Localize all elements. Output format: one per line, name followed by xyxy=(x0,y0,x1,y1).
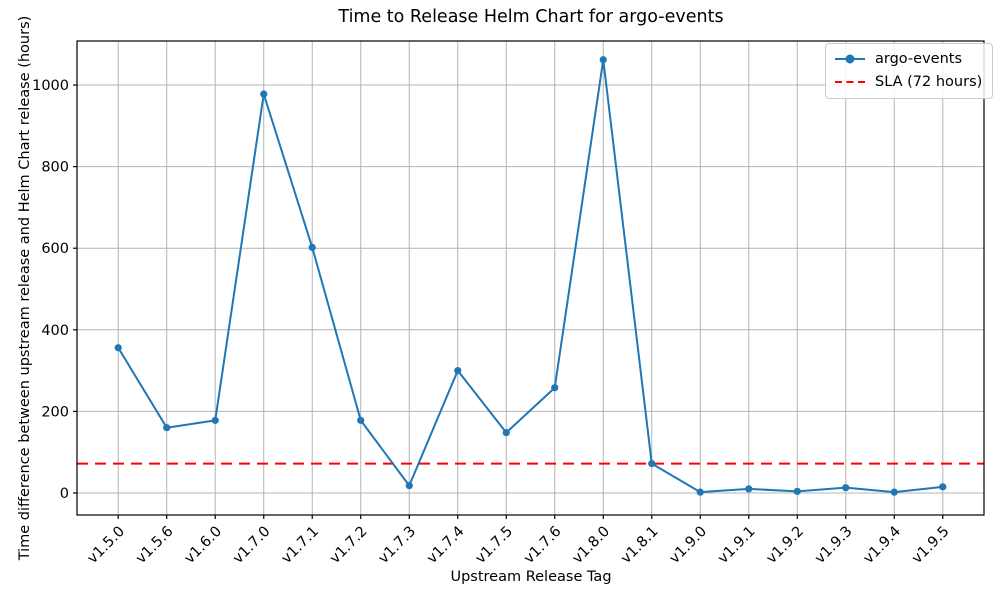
data-point xyxy=(890,488,898,496)
legend-label-sla: SLA (72 hours) xyxy=(875,74,983,90)
x-axis-label: Upstream Release Tag xyxy=(450,569,612,585)
x-tick-label: v1.7.6 xyxy=(521,524,564,567)
axis-spine xyxy=(76,40,985,516)
y-tick-label: 0 xyxy=(60,486,69,502)
x-tick-label: v1.7.5 xyxy=(473,524,516,567)
circle-marker-icon xyxy=(845,54,855,64)
x-tick-label: v1.9.1 xyxy=(715,524,758,567)
y-tick-label: 1000 xyxy=(32,78,69,94)
data-point xyxy=(405,482,413,490)
legend: argo-events SLA (72 hours) xyxy=(825,43,994,99)
legend-item-sla: SLA (72 hours) xyxy=(835,73,982,91)
data-point xyxy=(939,483,947,491)
y-tick-label: 800 xyxy=(41,160,69,176)
x-tick-label: v1.5.6 xyxy=(133,524,176,567)
data-point xyxy=(357,416,365,424)
data-point xyxy=(114,344,122,352)
data-point xyxy=(454,366,462,375)
x-tick-label: v1.8.1 xyxy=(618,524,661,567)
data-point xyxy=(648,460,656,468)
data-point xyxy=(502,429,510,437)
x-tick-label: v1.7.0 xyxy=(230,524,273,567)
data-line xyxy=(117,58,944,494)
data-point xyxy=(599,56,607,64)
x-tick-label: v1.7.3 xyxy=(376,524,419,567)
x-tick-label: v1.9.3 xyxy=(812,524,855,567)
data-point xyxy=(745,485,753,493)
data-point xyxy=(842,484,850,492)
x-tick-label: v1.9.2 xyxy=(764,524,807,567)
x-tick-label: v1.7.1 xyxy=(279,524,322,567)
y-tick-label: 200 xyxy=(41,404,69,420)
y-axis-label: Time difference between upstream release… xyxy=(17,15,33,561)
y-tick-label: 600 xyxy=(41,241,69,257)
legend-item-argo-events: argo-events xyxy=(835,50,982,68)
x-tick-label: v1.7.2 xyxy=(327,524,370,567)
data-point xyxy=(793,487,801,495)
line-marker-swatch-icon xyxy=(835,54,865,64)
chart-title: Time to Release Helm Chart for argo-even… xyxy=(338,7,724,27)
x-tick-label: v1.7.4 xyxy=(424,524,467,567)
x-tick-label: v1.8.0 xyxy=(570,524,613,567)
x-tick-label: v1.9.5 xyxy=(909,524,952,567)
data-point xyxy=(551,384,559,392)
x-tick-label: v1.5.0 xyxy=(85,524,128,567)
data-point xyxy=(163,424,171,432)
x-tick-label: v1.9.4 xyxy=(861,524,904,567)
x-tick-label: v1.9.0 xyxy=(667,524,710,567)
legend-label-series: argo-events xyxy=(875,51,963,67)
data-point xyxy=(260,90,268,98)
x-tick-label: v1.6.0 xyxy=(182,524,225,567)
dashed-line-swatch-icon xyxy=(835,81,865,83)
data-point xyxy=(696,488,704,496)
data-point xyxy=(211,416,219,424)
y-tick-label: 400 xyxy=(41,323,69,339)
data-point xyxy=(308,243,316,252)
